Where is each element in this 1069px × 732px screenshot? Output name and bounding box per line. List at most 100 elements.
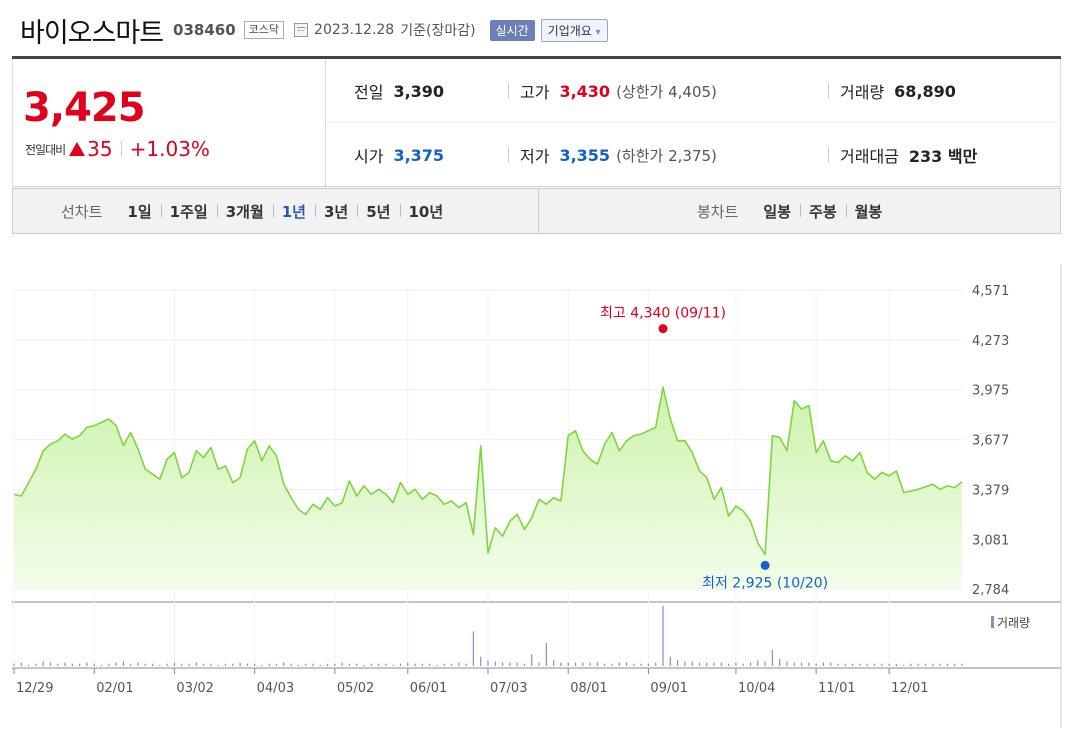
volume-bar (232, 663, 234, 666)
volume-bar (538, 662, 540, 666)
volume-bar (866, 663, 868, 666)
quote-summary: 3,425 전일대비 35 +1.03% 전일 3,390 고가 3,430 (… (12, 59, 1062, 187)
volume-bar (888, 663, 890, 666)
prev-close: 전일 3,390 (354, 59, 444, 123)
volume-bar (596, 662, 598, 666)
volume-bar (268, 663, 270, 666)
company-profile-label: 기업개요 (547, 23, 592, 38)
volume-bar (684, 661, 686, 666)
tab-line_items-6[interactable]: 10년 (399, 201, 453, 222)
volume-bar (385, 663, 387, 666)
volume-bar (771, 649, 773, 666)
volume-bar (728, 663, 730, 666)
y-tick-label: 3,379 (972, 483, 1009, 498)
volume-bar (122, 661, 124, 666)
volume-bar (618, 662, 620, 666)
tab-divider (538, 189, 539, 233)
volume-bar (57, 663, 59, 666)
tab-candle_items-0[interactable]: 일봉 (763, 202, 792, 221)
x-tick-label: 05/02 (337, 681, 374, 696)
y-tick-label: 4,571 (972, 284, 1009, 299)
up-arrow-icon (69, 142, 86, 156)
volume-bar (764, 661, 766, 666)
volume-bar (443, 663, 445, 666)
price-chart-svg: 4,571 4,273 3,975 3,677 3,379 3,081 2,784 12/29… (12, 234, 1062, 728)
volume-bar (932, 663, 934, 666)
x-tick-label: 06/01 (410, 681, 447, 696)
candle-chart-label: 봉차트 (697, 202, 739, 221)
chart-frame (12, 234, 1061, 668)
low-label: 저가 (520, 147, 550, 166)
tab-line_items-2[interactable]: 3개월 (216, 201, 273, 222)
company-profile-button[interactable]: 기업개요 ▾ (540, 18, 608, 42)
tab-line_items-1[interactable]: 1주일 (160, 201, 217, 222)
volume-bar (20, 662, 22, 666)
tab-candle_items-1[interactable]: 주봉 (800, 201, 846, 222)
low-price: 저가 3,355 (하한가 2,375) (520, 123, 717, 187)
volume-bar (13, 663, 15, 666)
low-value: 3,355 (559, 145, 611, 165)
volume-bar (494, 661, 496, 666)
divider (828, 147, 829, 163)
x-tick-label: 03/02 (176, 681, 213, 696)
chart-tabbar: 선차트 1일 1주일 3개월 1년 3년 5년 10년 봉차트 일봉 주봉 월봉 (12, 188, 1061, 234)
volume-bar (27, 664, 30, 666)
volume-bar (625, 662, 628, 666)
tab-line_items-0[interactable]: 1일 (127, 202, 152, 221)
volume-bar (720, 662, 722, 666)
x-tick-label: 11/01 (818, 681, 855, 696)
volume-bar (217, 664, 219, 666)
header-divider (12, 56, 1061, 59)
volume-bar (151, 663, 154, 666)
volume-bar (895, 663, 897, 666)
lower-limit: (하한가 2,375) (616, 146, 717, 165)
upper-limit: (상한가 4,405) (616, 82, 717, 101)
volume-bar (326, 663, 329, 666)
x-tick-label: 08/01 (570, 681, 607, 696)
volume-bar (808, 662, 810, 666)
volume-bar (677, 660, 679, 666)
volume-bar (254, 663, 256, 666)
volume-bar (421, 663, 423, 666)
volume-bar (283, 662, 285, 666)
volume-bar (275, 663, 278, 666)
volume-bar (800, 662, 803, 666)
volume-bar (64, 662, 66, 666)
high-label: 고가 (520, 83, 550, 102)
volume-bar (830, 662, 832, 666)
company-name: 바이오스마트 (20, 17, 164, 49)
volume-bar (837, 663, 839, 666)
volume-bar (903, 664, 905, 666)
volume-bar (356, 663, 358, 666)
x-tick-label: 07/03 (490, 681, 527, 696)
volume-bar (49, 662, 52, 666)
volume-bar (611, 663, 613, 666)
volume-bar (450, 663, 453, 666)
market-tag: 코스닥 (243, 21, 285, 39)
quote-row-1: 전일 3,390 고가 3,430 (상한가 4,405) 거래량 68,890 (326, 59, 1062, 123)
volume-bar (545, 642, 547, 666)
tab-line_items-4[interactable]: 3년 (315, 201, 357, 222)
volume-bar (589, 662, 591, 666)
volume-bar (181, 663, 183, 666)
high-value: 3,430 (559, 81, 611, 101)
price-chart: 4,571 4,273 3,975 3,677 3,379 3,081 2,784 12/29… (0, 234, 1069, 728)
volume-bar (188, 663, 190, 666)
tab-candle_items-2[interactable]: 월봉 (845, 201, 892, 222)
volume-bar (414, 663, 416, 666)
volume-bar (79, 663, 81, 666)
divider (828, 83, 829, 99)
line-chart-tabs: 선차트 1일 1주일 3개월 1년 3년 5년 10년 (61, 189, 452, 233)
change-amount: 35 (87, 137, 113, 161)
volume-bar (553, 660, 555, 666)
tab-line_items-3[interactable]: 1년 (272, 201, 315, 222)
tab-line_items-5[interactable]: 5년 (357, 201, 399, 222)
volume-label: 거래량 (840, 83, 885, 102)
realtime-button[interactable]: 실시간 (489, 19, 535, 41)
volume-bar (86, 662, 88, 666)
x-tick-label: 09/01 (650, 681, 687, 696)
volume-bar (742, 663, 744, 666)
volume-bar (363, 664, 365, 666)
high-annotation: 최고 4,340 (09/11) (600, 306, 726, 322)
volume-bar (954, 663, 956, 666)
